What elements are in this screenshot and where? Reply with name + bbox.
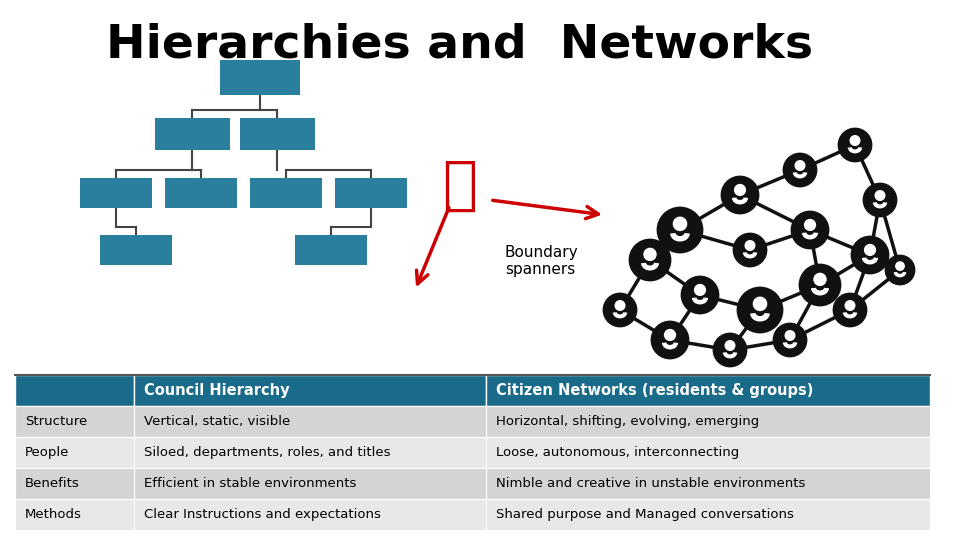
Circle shape: [896, 262, 904, 271]
Bar: [486, 406, 930, 437]
Circle shape: [604, 294, 636, 326]
Circle shape: [630, 240, 670, 280]
Circle shape: [615, 301, 625, 310]
Bar: [15, 468, 134, 499]
Circle shape: [738, 288, 782, 332]
Circle shape: [774, 324, 806, 356]
Bar: [134, 437, 486, 468]
Bar: [15, 499, 134, 530]
Circle shape: [754, 297, 767, 310]
Bar: [486, 468, 930, 499]
Circle shape: [652, 322, 688, 358]
Text: 🤝: 🤝: [443, 157, 477, 213]
Circle shape: [673, 217, 686, 231]
Circle shape: [714, 334, 746, 366]
Bar: [15, 437, 134, 468]
Text: People: People: [25, 446, 69, 459]
Circle shape: [725, 341, 734, 350]
Bar: [155, 118, 230, 150]
Circle shape: [864, 184, 896, 216]
Text: Clear Instructions and expectations: Clear Instructions and expectations: [144, 508, 381, 521]
Text: Hierarchies and  Networks: Hierarchies and Networks: [107, 23, 813, 68]
Text: Benefits: Benefits: [25, 477, 80, 490]
Circle shape: [784, 154, 816, 186]
Bar: [100, 235, 172, 265]
Bar: [80, 178, 152, 208]
Text: Shared purpose and Managed conversations: Shared purpose and Managed conversations: [496, 508, 794, 521]
Bar: [134, 406, 486, 437]
Circle shape: [800, 265, 840, 305]
Text: Loose, autonomous, interconnecting: Loose, autonomous, interconnecting: [496, 446, 739, 459]
Circle shape: [886, 256, 914, 284]
Text: Structure: Structure: [25, 415, 87, 428]
Circle shape: [834, 294, 866, 326]
Text: Vertical, static, visible: Vertical, static, visible: [144, 415, 290, 428]
Text: Methods: Methods: [25, 508, 82, 521]
Circle shape: [734, 185, 745, 195]
Circle shape: [792, 212, 828, 248]
Bar: [165, 178, 237, 208]
Circle shape: [839, 129, 871, 161]
Circle shape: [682, 277, 718, 313]
Text: Nimble and creative in unstable environments: Nimble and creative in unstable environm…: [496, 477, 805, 490]
Bar: [486, 437, 930, 468]
Circle shape: [695, 285, 706, 295]
Text: Efficient in stable environments: Efficient in stable environments: [144, 477, 356, 490]
Circle shape: [734, 234, 766, 266]
Text: Citizen Networks (residents & groups): Citizen Networks (residents & groups): [496, 383, 814, 398]
Circle shape: [804, 220, 815, 231]
Circle shape: [745, 241, 755, 251]
Circle shape: [852, 237, 888, 273]
Circle shape: [851, 136, 860, 145]
Bar: [15, 375, 134, 406]
Circle shape: [865, 245, 876, 255]
Circle shape: [795, 161, 804, 170]
Bar: [335, 178, 407, 208]
Bar: [240, 118, 315, 150]
Circle shape: [644, 248, 656, 260]
Text: Horizontal, shifting, evolving, emerging: Horizontal, shifting, evolving, emerging: [496, 415, 759, 428]
Circle shape: [664, 329, 676, 340]
Text: Council Hierarchy: Council Hierarchy: [144, 383, 290, 398]
Text: Siloed, departments, roles, and titles: Siloed, departments, roles, and titles: [144, 446, 391, 459]
Circle shape: [722, 177, 758, 213]
Bar: [250, 178, 322, 208]
Bar: [486, 375, 930, 406]
Circle shape: [814, 273, 826, 286]
Circle shape: [845, 301, 854, 310]
Text: Boundary
spanners: Boundary spanners: [505, 245, 579, 278]
Bar: [134, 468, 486, 499]
Bar: [15, 406, 134, 437]
Circle shape: [658, 208, 702, 252]
Circle shape: [785, 330, 795, 340]
Bar: [134, 499, 486, 530]
Bar: [220, 60, 300, 95]
Bar: [295, 235, 367, 265]
Circle shape: [876, 191, 885, 200]
Bar: [486, 499, 930, 530]
Bar: [134, 375, 486, 406]
